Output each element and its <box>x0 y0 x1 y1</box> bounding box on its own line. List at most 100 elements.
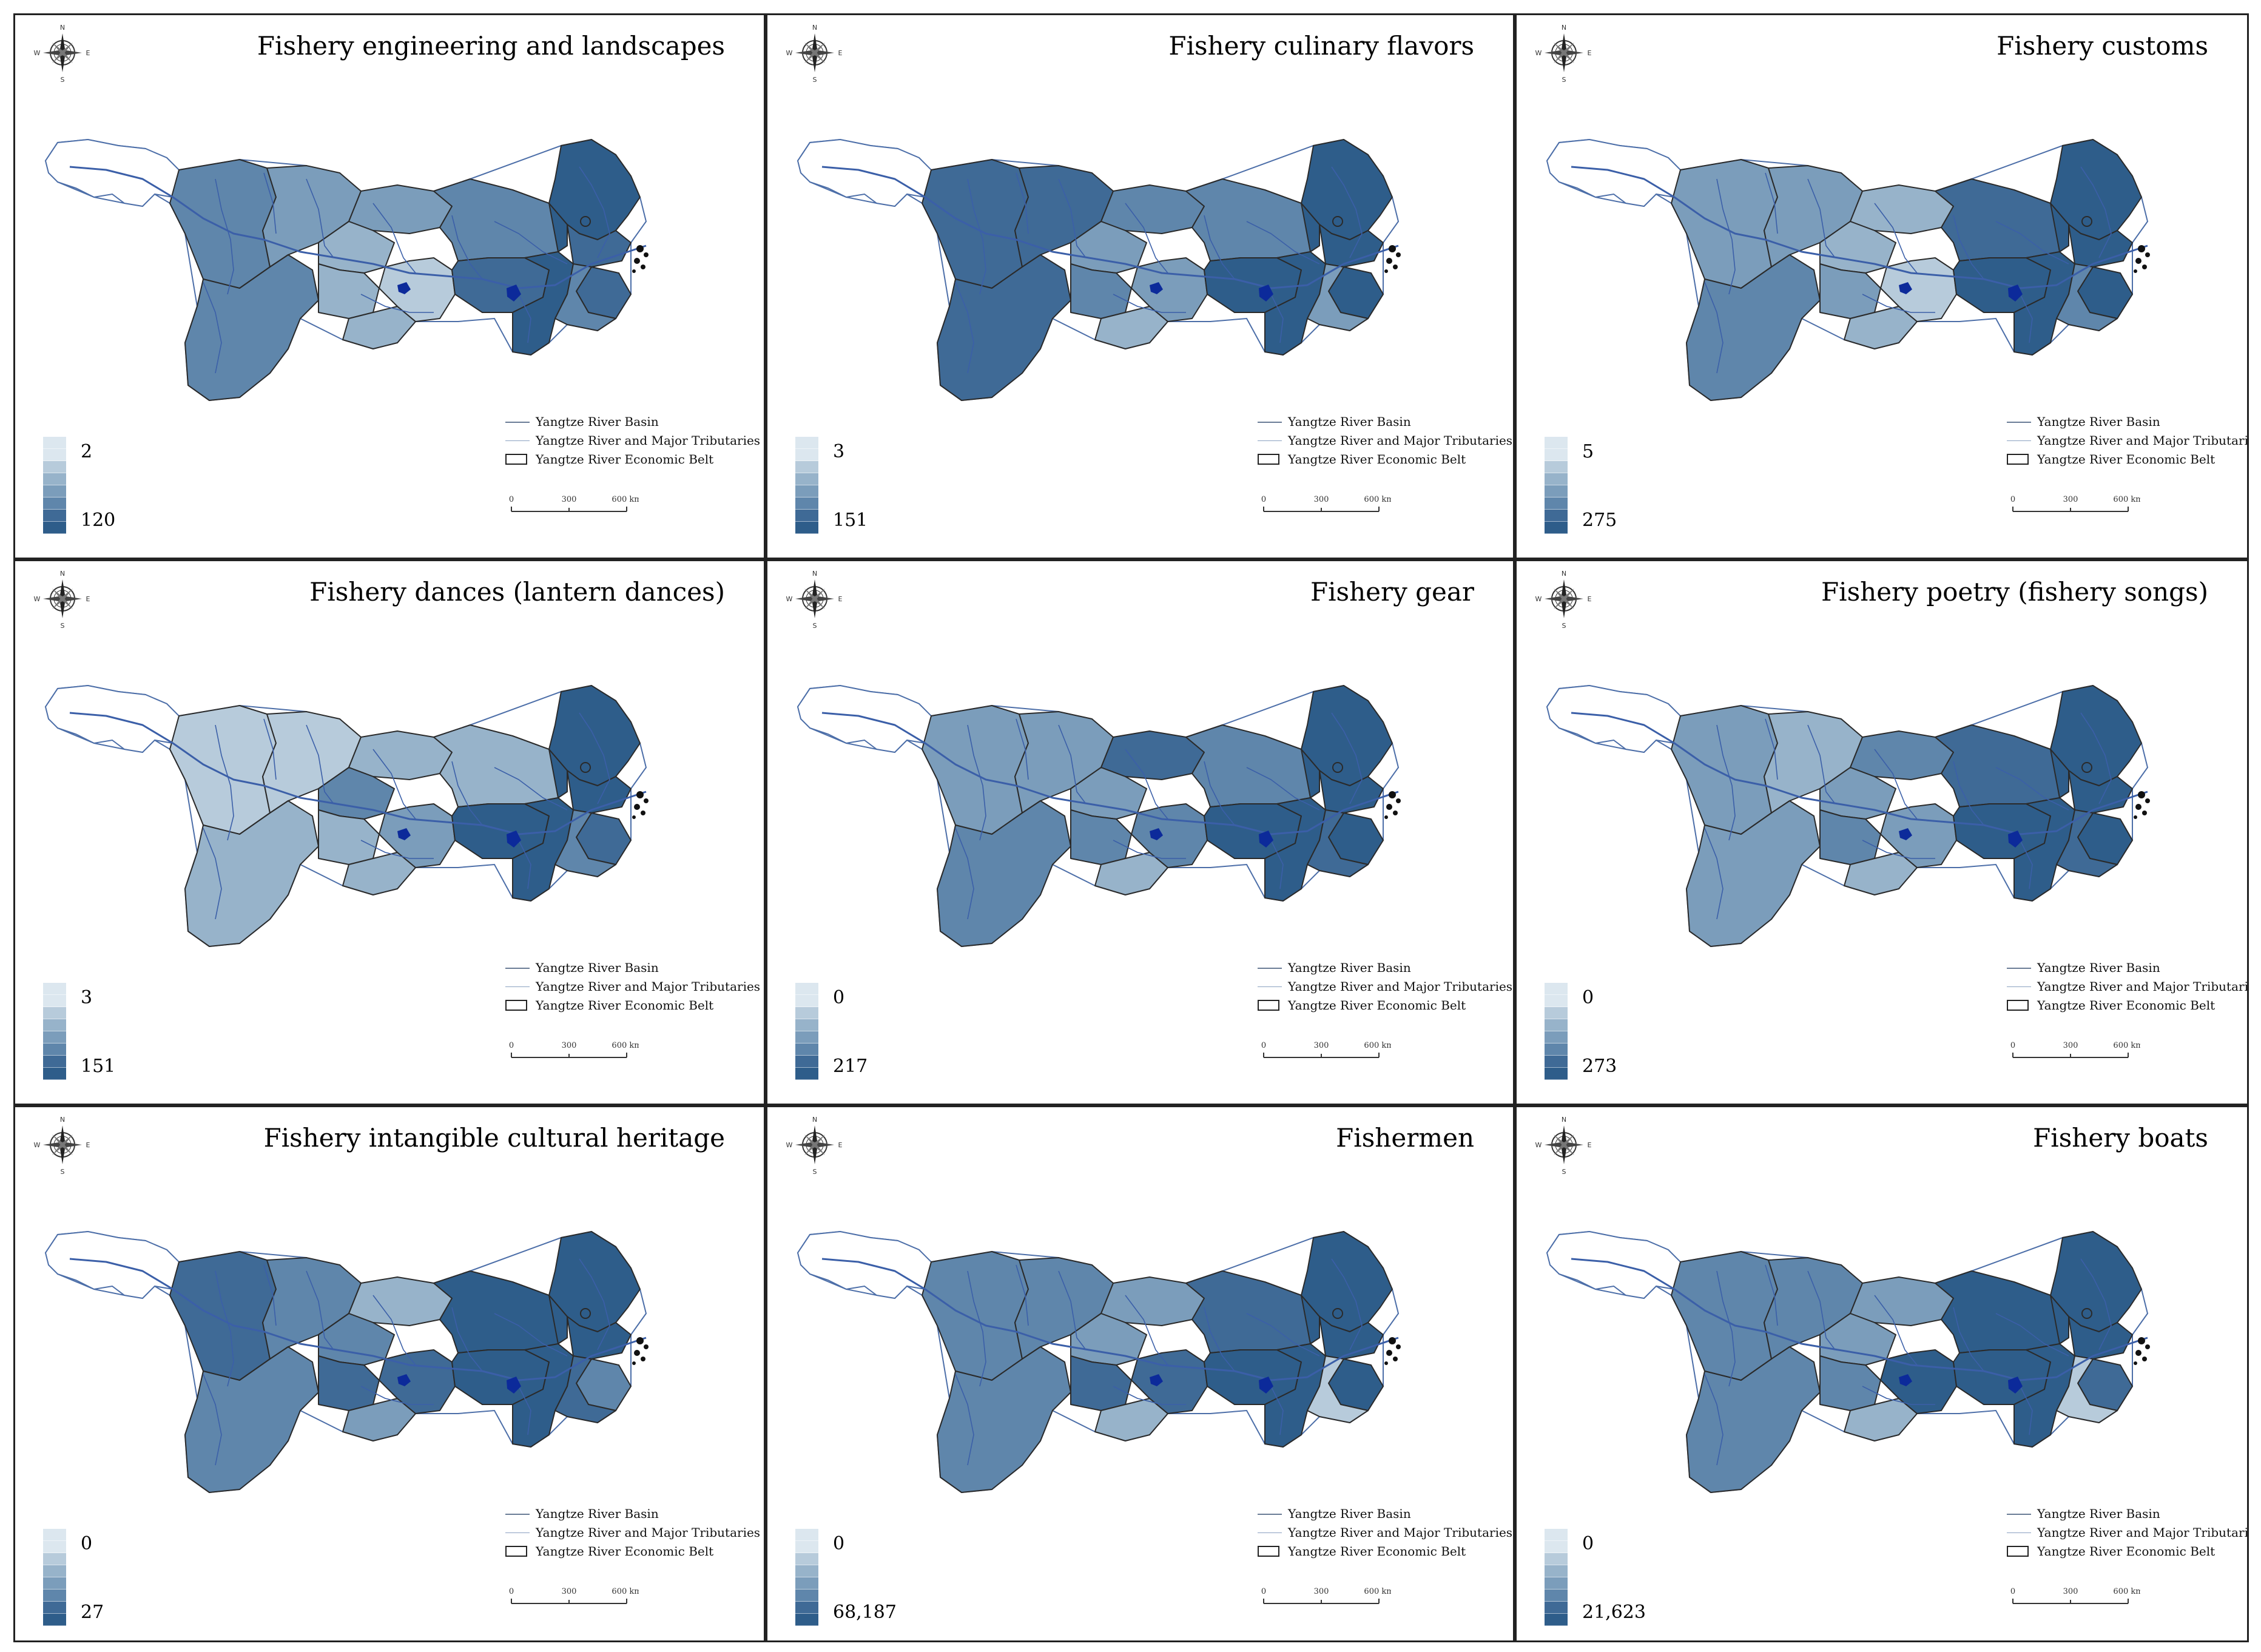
yangtze-main-river <box>69 166 647 289</box>
province-region-1 <box>922 1251 1029 1381</box>
scale-bar: 0 300 600 km <box>509 1041 639 1058</box>
ramp-swatch <box>43 1602 66 1614</box>
tributary-river <box>2080 712 2112 804</box>
svg-text:E: E <box>1588 1141 1592 1149</box>
ramp-swatch <box>1545 1602 1568 1614</box>
map-title: Fishery boats <box>2033 1123 2208 1153</box>
ramp-swatch <box>43 461 66 473</box>
svg-text:0: 0 <box>1261 1041 1266 1050</box>
dongting-lake <box>397 1374 411 1386</box>
coastal-island <box>1396 798 1401 803</box>
dongting-lake <box>1899 1374 1912 1386</box>
legend-rivers: Yangtze River and Major Tributaries <box>2007 1523 2247 1542</box>
svg-text:0: 0 <box>509 1587 514 1596</box>
legend-basin: Yangtze River Basin <box>2007 1505 2247 1523</box>
ramp-min-label: 2 <box>81 441 93 462</box>
dongting-lake <box>1150 828 1163 840</box>
svg-text:W: W <box>786 595 793 603</box>
tributary-river <box>372 1295 416 1366</box>
province-region-11 <box>2013 749 2075 902</box>
ramp-swatch <box>795 1614 818 1626</box>
province-region-15 <box>2056 263 2118 331</box>
coastal-island <box>2145 252 2150 257</box>
tributary-river <box>1995 1313 2069 1357</box>
tributary-river <box>967 724 986 841</box>
coastal-island <box>2138 791 2145 798</box>
legend-rivers: Yangtze River and Major Tributaries <box>505 1523 760 1542</box>
map-panel-1: N S E W Fishery engineering and landscap… <box>13 13 766 559</box>
tributary-river <box>1716 178 1736 295</box>
tributary-river <box>1246 767 1320 811</box>
yangtze-main-river <box>1571 1258 2148 1381</box>
province-region-7 <box>342 306 416 349</box>
ramp-max-label: 273 <box>1582 1056 1617 1077</box>
svg-text:0: 0 <box>509 495 514 504</box>
svg-text:S: S <box>61 622 65 629</box>
coastal-island <box>1396 252 1401 257</box>
tributary-river <box>1058 1270 1087 1350</box>
tributary-river <box>518 1386 531 1435</box>
compass-icon: N S E W <box>34 24 90 83</box>
svg-text:N: N <box>60 1116 65 1124</box>
ramp-swatch <box>43 510 66 522</box>
province-region-11 <box>512 203 574 356</box>
ramp-swatch <box>1545 1577 1568 1590</box>
coastal-island <box>641 265 645 269</box>
color-ramp <box>1545 983 1568 1080</box>
province-region-1 <box>922 705 1029 835</box>
coastal-island <box>632 815 636 819</box>
legend-basin: Yangtze River Basin <box>1258 959 1512 977</box>
map-legend: Yangtze River Basin Yangtze River and Ma… <box>2007 1505 2247 1561</box>
taihu-lake <box>1332 762 1343 773</box>
ramp-max-label: 120 <box>81 510 116 531</box>
map-legend: Yangtze River Basin Yangtze River and Ma… <box>1258 959 1512 1015</box>
ramp-swatch <box>795 1565 818 1577</box>
compass-icon: N S E W <box>1535 570 1592 629</box>
ramp-swatch <box>1545 1056 1568 1068</box>
ramp-swatch <box>43 1553 66 1565</box>
svg-text:300: 300 <box>2063 1587 2078 1596</box>
coastal-island <box>2138 1337 2145 1344</box>
ramp-min-label: 0 <box>833 1533 845 1554</box>
ramp-swatch <box>43 1590 66 1602</box>
coastal-island <box>644 798 649 803</box>
ramp-swatch <box>795 1553 818 1565</box>
tributary-river <box>372 203 416 274</box>
ramp-swatch <box>43 1068 66 1080</box>
ramp-swatch <box>1545 1068 1568 1080</box>
coastal-island <box>2142 811 2147 815</box>
ramp-min-label: 0 <box>1582 1533 1594 1554</box>
province-region-1 <box>1671 1251 1778 1381</box>
svg-text:0: 0 <box>2010 495 2015 504</box>
choropleth-map <box>797 138 1401 402</box>
coastal-island <box>1386 1350 1392 1356</box>
coastal-island <box>1384 1361 1388 1365</box>
province-region-15 <box>1307 263 1369 331</box>
taihu-lake <box>2081 216 2092 227</box>
tributary-river <box>1995 767 2069 811</box>
ramp-swatch <box>1545 473 1568 485</box>
map-panel-5: N S E W Fishery gear 0 217 Yangtze River… <box>766 559 1515 1105</box>
svg-text:300: 300 <box>562 1587 577 1596</box>
tributary-river <box>1204 1307 1235 1372</box>
color-ramp <box>43 1529 66 1626</box>
province-region-1 <box>169 705 277 835</box>
svg-text:E: E <box>838 49 843 57</box>
svg-text:600 km: 600 km <box>612 495 639 504</box>
tributary-river <box>263 172 277 234</box>
choropleth-map <box>1546 1230 2150 1494</box>
svg-text:0: 0 <box>1261 495 1266 504</box>
ramp-swatch <box>795 497 818 510</box>
legend-belt: Yangtze River Economic Belt <box>1258 1542 1512 1561</box>
province-region-7 <box>1094 1398 1168 1441</box>
province-region-4 <box>1686 254 1821 401</box>
yangtze-main-river <box>821 712 1399 835</box>
yangtze-main-river <box>1571 166 2148 289</box>
ramp-swatch <box>43 485 66 497</box>
province-region-4 <box>937 254 1071 401</box>
tributary-river <box>1331 712 1363 804</box>
province-region-1 <box>169 159 277 289</box>
svg-text:0: 0 <box>2010 1041 2015 1050</box>
ramp-swatch <box>795 1019 818 1031</box>
dongting-lake <box>1899 282 1912 294</box>
